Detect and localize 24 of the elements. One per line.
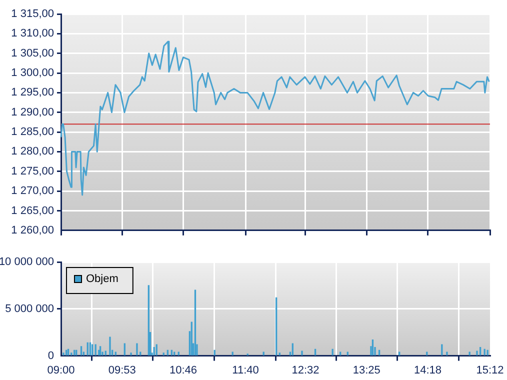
x-tick-label: 09:53 [108, 364, 136, 376]
x-tick-label: 13:25 [352, 364, 380, 376]
y-tick-label: 5 000 000 [5, 302, 54, 315]
x-tick-label: 12:32 [292, 364, 320, 376]
y-tick-label: 1 310,00 [11, 28, 54, 40]
y-tick-label: 1 300,00 [11, 67, 54, 80]
x-tick-label: 09:00 [47, 364, 75, 376]
y-tick-label: 1 280,00 [11, 146, 54, 158]
x-tick-label: 14:18 [414, 364, 442, 376]
x-tick-label: 11:40 [232, 364, 259, 376]
y-tick-label: 0 [48, 350, 54, 362]
legend-label: Objem [86, 273, 118, 286]
y-tick-label: 1 305,00 [11, 47, 54, 60]
x-tick-label: 15:12 [476, 364, 504, 376]
y-tick-label: 1 275,00 [11, 165, 54, 178]
y-tick-label: 1 270,00 [11, 185, 54, 198]
y-tick-label: 10 000 000 [0, 256, 54, 268]
y-tick-label: 1 295,00 [11, 86, 54, 99]
x-tick-label: 10:46 [169, 364, 198, 376]
y-tick-label: 1 265,00 [11, 204, 54, 217]
y-tick-label: 1 260,00 [11, 224, 54, 236]
y-tick-label: 1 315,00 [11, 8, 54, 20]
y-tick-label: 1 285,00 [11, 126, 54, 138]
y-tick-label: 1 290,00 [11, 106, 54, 118]
